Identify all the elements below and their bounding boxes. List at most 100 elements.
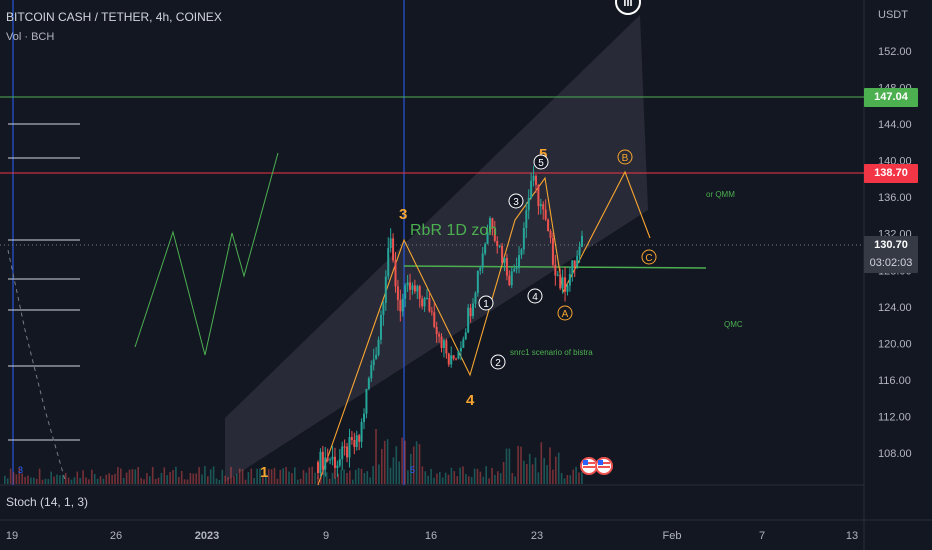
candle-body (537, 184, 540, 207)
volume-bar (262, 477, 264, 484)
candle-body (459, 347, 462, 352)
volume-bar (398, 461, 400, 484)
volume-bar (134, 469, 137, 484)
candle-body (379, 314, 382, 340)
stoch-indicator-legend[interactable]: Stoch (14, 1, 3) (6, 495, 89, 509)
volume-bar (146, 473, 148, 484)
volume-bar (381, 449, 383, 484)
volume-bar (120, 468, 122, 484)
volume-bar (343, 469, 345, 484)
volume-bar (291, 473, 293, 484)
candle-body (472, 303, 475, 317)
svg-text:A: A (562, 309, 569, 320)
price-tick-label: 124.00 (878, 302, 912, 314)
volume-bar (468, 476, 470, 484)
volume-bar (157, 477, 160, 484)
candle-body (341, 446, 344, 460)
candle-body (493, 228, 496, 241)
volume-bar (125, 472, 128, 484)
volume-bar (453, 471, 456, 484)
volume-bar (366, 471, 369, 484)
circle-label-B: B (617, 149, 633, 165)
volume-bar (392, 457, 395, 484)
volume-bar (383, 440, 386, 484)
volume-bar (505, 448, 508, 484)
time-axis[interactable]: 19 26 2023 9 16 23 Feb 7 13 (6, 530, 858, 542)
volume-bar (250, 468, 253, 484)
volume-bar (323, 467, 325, 484)
bottom-marker-3: 3 (18, 465, 23, 475)
volume-bar (41, 479, 44, 484)
volume-bar (430, 468, 432, 484)
candle-body (413, 285, 416, 292)
volume-bar (363, 473, 366, 484)
volume-bar (569, 475, 572, 484)
volume-bar (334, 477, 337, 484)
volume-bar (143, 479, 145, 484)
candle-body (578, 246, 581, 256)
volume-bar (491, 467, 493, 484)
time-tick-label: 2023 (195, 530, 219, 542)
volume-legend[interactable]: Vol · BCH (6, 31, 55, 43)
volume-bar (331, 472, 334, 484)
volume-bar (299, 478, 302, 484)
volume-bar (50, 471, 52, 484)
candle-body (530, 180, 533, 198)
volume-bar (18, 467, 21, 484)
volume-bar (195, 473, 197, 484)
candle-body (522, 227, 525, 250)
candle-body (399, 299, 402, 312)
volume-bar (227, 477, 229, 484)
candle-body (576, 255, 579, 267)
currency-label[interactable]: USDT (878, 9, 908, 21)
volume-bar (93, 473, 96, 484)
candle-body (430, 311, 433, 313)
flag-event-icon-2[interactable] (595, 457, 613, 475)
volume-bar (218, 479, 221, 484)
volume-bar (328, 478, 331, 484)
volume-bar (424, 471, 427, 484)
volume-bar (27, 475, 29, 484)
volume-bar (88, 479, 90, 484)
volume-bar (357, 467, 360, 484)
volume-bar (534, 457, 537, 484)
candle-body (476, 270, 479, 294)
volume-bar (479, 471, 482, 484)
volume-bar (349, 470, 351, 484)
volume-bar (499, 473, 502, 484)
candle-body (321, 451, 324, 470)
candle-body (372, 359, 375, 366)
volume-bar (444, 472, 447, 484)
time-tick-label: 26 (110, 530, 122, 542)
volume-bar (12, 472, 15, 484)
volume-bar (476, 468, 479, 484)
volume-bar (99, 476, 102, 484)
volume-bar (221, 469, 224, 484)
candle-body (440, 336, 443, 348)
candle-body (564, 277, 567, 292)
volume-bar (111, 474, 113, 484)
volume-bar (404, 440, 406, 484)
symbol-title[interactable]: BITCOIN CASH / TETHER, 4h, COINEX (6, 10, 222, 24)
candle-body (438, 334, 441, 337)
candle-body (336, 465, 339, 468)
volume-bar (189, 473, 192, 484)
candle-body (387, 247, 390, 277)
volume-bar (502, 461, 505, 484)
flag-event-icon-1[interactable] (580, 457, 598, 475)
ascending-channel (225, 15, 648, 482)
volume-bar (267, 469, 270, 484)
volume-bar (279, 469, 282, 484)
volume-bar (427, 475, 429, 484)
price-tick-label: 152.00 (878, 46, 912, 58)
volume-bar (308, 467, 311, 484)
candle-body (423, 297, 426, 307)
candle-body (462, 339, 465, 348)
volume-bar (441, 477, 444, 484)
svg-text:B: B (622, 153, 629, 164)
volume-bar (169, 471, 171, 484)
candle-body (568, 273, 571, 286)
candle-body (416, 286, 419, 292)
volume-bar (96, 478, 99, 484)
